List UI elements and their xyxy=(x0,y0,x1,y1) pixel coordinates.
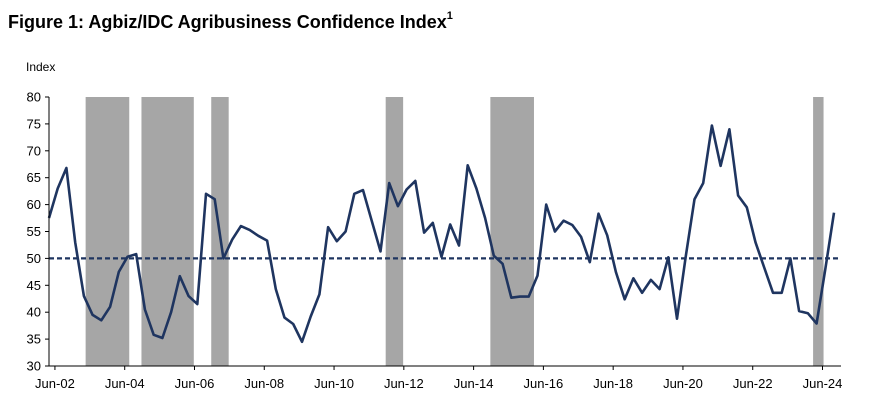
shaded-periods xyxy=(85,97,824,366)
x-tick-label: Jun-06 xyxy=(175,376,215,391)
x-tick-label: Jun-22 xyxy=(733,376,773,391)
shaded-period-4 xyxy=(385,97,404,366)
y-tick-label: 60 xyxy=(27,197,41,212)
series-line xyxy=(47,124,836,344)
x-tick-label: Jun-04 xyxy=(105,376,145,391)
y-tick-label: 70 xyxy=(27,143,41,158)
y-axis: 30 35 40 45 50 55 60 65 70 75 80 xyxy=(27,90,49,374)
y-tick-label: 40 xyxy=(27,305,41,320)
y-tick-label: 75 xyxy=(27,116,41,131)
x-tick-label: Jun-18 xyxy=(593,376,633,391)
y-tick-label: 50 xyxy=(27,251,41,266)
x-tick-label: Jun-12 xyxy=(384,376,424,391)
chart-title: Figure 1: Agbiz/IDC Agribusiness Confide… xyxy=(8,10,453,32)
y-tick-label: 80 xyxy=(27,90,41,105)
shaded-period-5 xyxy=(490,97,534,366)
x-axis: Jun-02 Jun-04 Jun-06 Jun-08 Jun-10 Jun-12 Jun-… xyxy=(35,366,842,391)
x-tick-label: Jun-02 xyxy=(35,376,75,391)
y-tick-label: 55 xyxy=(27,224,41,239)
title-footnote-marker: 1 xyxy=(446,10,453,22)
shaded-period-6 xyxy=(813,97,824,366)
x-tick-label: Jun-14 xyxy=(454,376,494,391)
y-axis-label: Index xyxy=(26,60,55,74)
y-tick-label: 45 xyxy=(27,278,41,293)
y-tick-label: 65 xyxy=(27,170,41,185)
x-tick-label: Jun-24 xyxy=(803,376,843,391)
x-tick-label: Jun-10 xyxy=(314,376,354,391)
y-tick-label: 35 xyxy=(27,332,41,347)
x-tick-label: Jun-08 xyxy=(244,376,284,391)
shaded-period-1 xyxy=(85,97,130,366)
x-tick-label: Jun-16 xyxy=(524,376,564,391)
x-tick-label: Jun-20 xyxy=(663,376,703,391)
y-tick-label: 30 xyxy=(27,359,41,374)
